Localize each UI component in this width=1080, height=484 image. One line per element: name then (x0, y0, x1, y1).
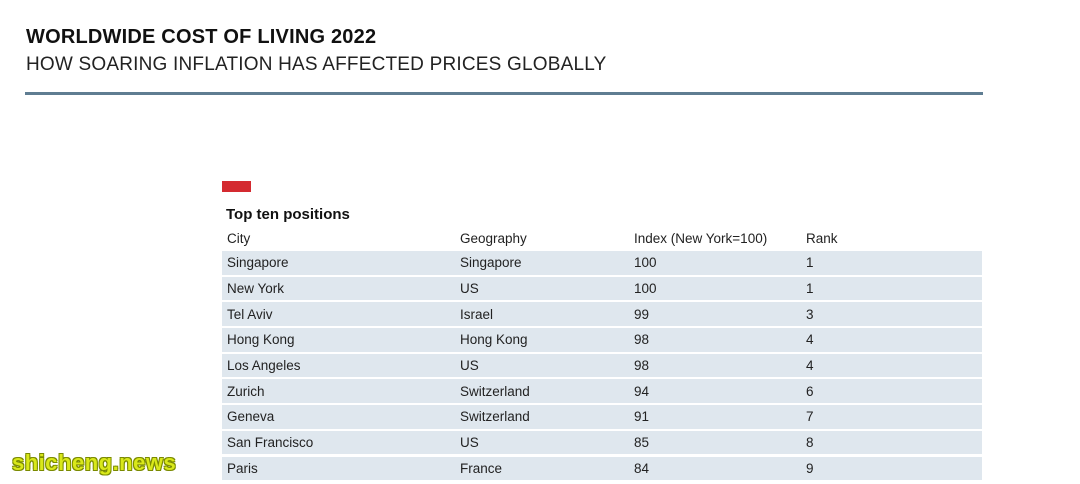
header-divider (25, 92, 983, 95)
cell-geography: Israel (460, 306, 494, 322)
watermark: shicheng.news (12, 450, 177, 475)
header: WORLDWIDE COST OF LIVING 2022 HOW SOARIN… (26, 24, 982, 78)
table-row: Zurich Switzerland 94 6 (222, 379, 982, 403)
cell-city: Tel Aviv (227, 306, 273, 322)
cell-rank: 7 (806, 409, 814, 425)
cell-rank: 3 (806, 306, 814, 322)
ranking-table: Top ten positions City Geography Index (… (222, 205, 982, 482)
cell-rank: 1 (806, 280, 814, 296)
cell-index: 100 (634, 280, 657, 296)
cell-index: 99 (634, 306, 650, 322)
cell-rank: 4 (806, 358, 814, 373)
cell-rank: 4 (806, 332, 814, 348)
cell-rank: 9 (806, 460, 814, 476)
column-header-city: City (227, 230, 251, 246)
cell-index: 98 (634, 358, 650, 373)
cell-city: Los Angeles (227, 358, 301, 373)
cell-index: 85 (634, 435, 650, 451)
cell-index: 91 (634, 409, 650, 425)
cell-geography: Switzerland (460, 383, 530, 399)
column-header-rank: Rank (806, 230, 838, 246)
cell-rank: 8 (806, 435, 814, 451)
cell-geography: Hong Kong (460, 332, 528, 348)
cell-city: Paris (227, 460, 258, 476)
cell-city: Singapore (227, 255, 289, 271)
cell-geography: Singapore (460, 255, 522, 271)
cell-city: Zurich (227, 383, 265, 399)
cell-city: New York (227, 280, 285, 296)
cell-index: 84 (634, 460, 650, 476)
cell-geography: US (460, 358, 479, 373)
page-title: WORLDWIDE COST OF LIVING 2022 (26, 26, 377, 48)
cell-rank: 1 (806, 255, 814, 271)
cell-city: Hong Kong (227, 332, 295, 348)
table-row: Tel Aviv Israel 99 3 (222, 302, 982, 326)
cell-rank: 6 (806, 383, 814, 399)
cell-index: 94 (634, 383, 650, 399)
cell-geography: Switzerland (460, 409, 530, 425)
cell-geography: US (460, 435, 479, 451)
accent-tag (222, 181, 251, 192)
page-subtitle: HOW SOARING INFLATION HAS AFFECTED PRICE… (26, 54, 607, 75)
cell-geography: France (460, 460, 503, 476)
cell-city: Geneva (227, 409, 275, 425)
table-header-row: City Geography Index (New York=100) Rank (222, 225, 982, 251)
cell-geography: US (460, 280, 479, 296)
table-row: New York US 100 1 (222, 276, 982, 301)
column-header-geography: Geography (460, 230, 527, 246)
table-row: Los Angeles US 98 4 (222, 353, 982, 378)
table-row: San Francisco US 85 8 (222, 430, 982, 455)
table-row: Paris France 84 9 (222, 456, 982, 480)
cell-index: 100 (634, 255, 657, 271)
table-row: Geneva Switzerland 91 7 (222, 405, 982, 429)
cell-city: San Francisco (227, 435, 314, 451)
column-header-index: Index (New York=100) (634, 230, 768, 246)
table-row: Hong Kong Hong Kong 98 4 (222, 328, 982, 352)
table-title: Top ten positions (226, 206, 350, 223)
cell-index: 98 (634, 332, 650, 348)
table-row: Singapore Singapore 100 1 (222, 251, 982, 275)
